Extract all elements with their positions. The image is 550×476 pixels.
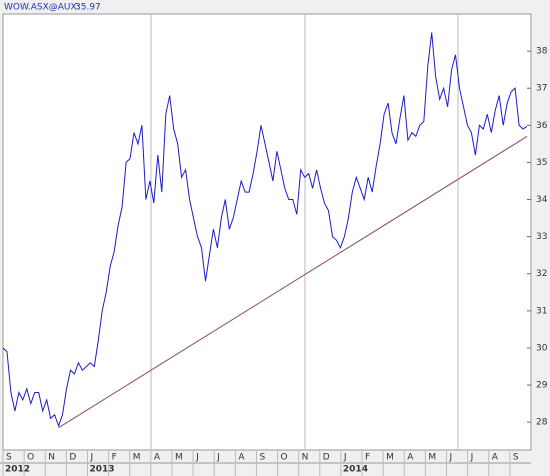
x-tick-label: A — [492, 453, 499, 463]
year-label: 2013 — [89, 465, 114, 475]
year-label: 2014 — [343, 465, 368, 475]
x-tick-label: D — [69, 453, 76, 463]
y-tick-label: 38 — [536, 47, 548, 57]
y-tick-label: 28 — [536, 418, 548, 428]
trendline — [58, 136, 528, 429]
y-tick-label: 29 — [536, 381, 548, 391]
y-tick-label: 33 — [536, 232, 547, 242]
x-tick-label: J — [216, 453, 220, 463]
x-tick-label: A — [238, 453, 245, 463]
y-tick-label: 35 — [536, 158, 547, 168]
x-tick-label: M — [428, 453, 436, 463]
x-tick-label: J — [449, 453, 453, 463]
x-tick-label: J — [343, 453, 347, 463]
y-tick-label: 31 — [536, 306, 547, 316]
x-tick-label: A — [154, 453, 161, 463]
x-tick-label: J — [195, 453, 199, 463]
y-tick-label: 37 — [536, 84, 547, 94]
last-price: 35.97 — [75, 3, 101, 13]
year-label: 2012 — [5, 465, 30, 475]
plot-area — [2, 13, 532, 451]
x-tick-label: N — [48, 453, 55, 463]
x-tick-label: O — [27, 453, 34, 463]
x-tick-label: S — [259, 453, 265, 463]
x-tick-label: J — [470, 453, 474, 463]
y-tick-label: 34 — [536, 195, 548, 205]
y-tick-label: 32 — [536, 269, 547, 279]
y-tick-label: 30 — [536, 343, 548, 353]
x-tick-label: N — [302, 453, 309, 463]
x-tick-label: S — [6, 453, 12, 463]
y-tick-label: 36 — [536, 121, 548, 131]
x-tick-label: M — [386, 453, 394, 463]
x-tick-label: D — [323, 453, 330, 463]
x-tick-label: M — [175, 453, 183, 463]
symbol: WOW.ASX@AUX: — [4, 3, 80, 13]
x-tick-label: A — [407, 453, 414, 463]
x-tick-label: F — [365, 453, 370, 463]
x-tick-label: J — [89, 453, 93, 463]
x-tick-label: O — [281, 453, 288, 463]
x-tick-label: S — [513, 453, 519, 463]
price-line — [2, 32, 528, 428]
x-tick-label: F — [112, 453, 117, 463]
x-tick-label: M — [133, 453, 141, 463]
